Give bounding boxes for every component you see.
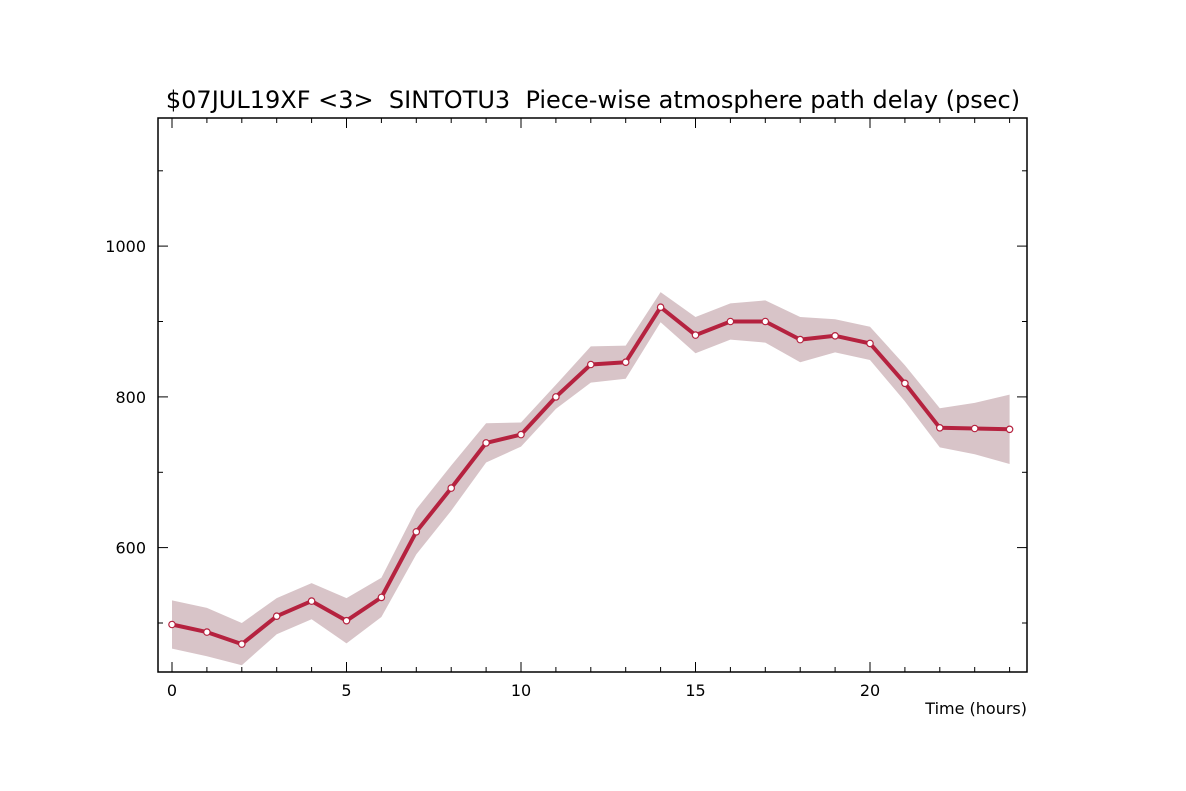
data-point [447,484,456,492]
x-tick-label: 20 [860,681,880,700]
x-tick-label: 15 [685,681,705,700]
axis-ticks [158,118,1027,672]
x-tick-label: 5 [341,681,351,700]
data-point [482,439,490,447]
data-point [1005,425,1014,434]
data-point [342,616,351,625]
data-point [272,612,281,621]
data-point [377,593,386,602]
chart-title: $07JUL19XF <3> SINTOTU3 Piece-wise atmos… [166,86,1020,114]
data-point [238,640,246,648]
data-point [761,317,770,326]
x-tick-label: 10 [511,681,531,700]
plot-frame [157,117,1028,673]
data-point [621,358,630,367]
data-point [586,360,595,369]
y-tick-label: 800 [115,388,146,407]
data-point [726,317,735,326]
data-point [935,423,944,432]
data-point [831,331,839,340]
data-point [412,527,421,536]
data-point [901,379,909,388]
data-point [307,597,316,605]
tick-labels: 0 5 10 15 20 600 800 1000 [105,237,880,700]
data-point [203,628,211,636]
x-tick-label: 0 [167,681,177,700]
data-point [691,331,700,339]
data-point [517,430,525,439]
y-tick-label: 1000 [105,237,146,256]
data-point [656,303,665,312]
data-point [168,620,176,629]
data-point [796,335,805,344]
data-point-layer [168,303,1014,648]
y-tick-label: 600 [115,539,146,558]
data-point [552,393,560,401]
x-axis-label: Time (hours) [924,699,1027,718]
data-point [866,339,874,348]
data-point [970,424,979,433]
